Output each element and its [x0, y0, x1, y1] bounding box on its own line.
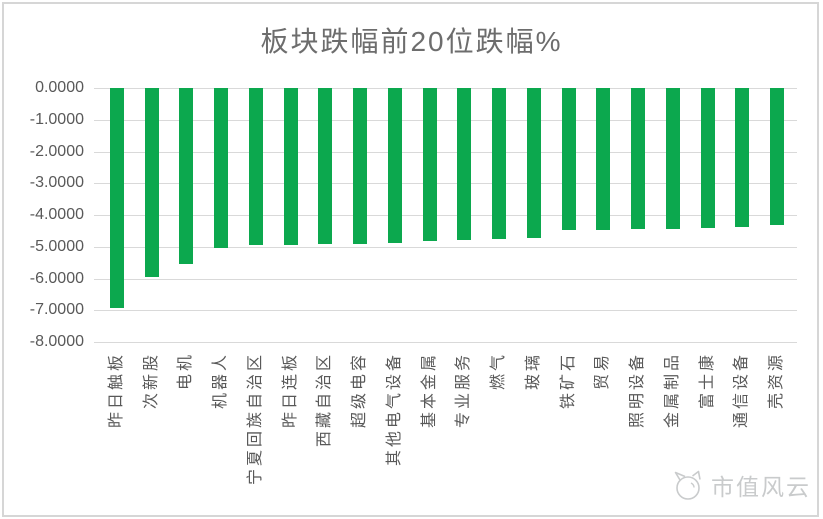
bar-机器人 [214, 88, 228, 248]
bar-基本金属 [423, 88, 437, 241]
x-axis-category-label: 燃气 [490, 352, 507, 391]
bar-专业服务 [457, 88, 471, 240]
x-axis-category-label: 次新股 [143, 352, 160, 410]
bar-通信设备 [735, 88, 749, 227]
bar-壳资源 [770, 88, 784, 225]
brand-mascot-icon [674, 470, 701, 500]
watermark-text: 市值风云 [711, 474, 811, 500]
bar-西藏自治区 [318, 88, 332, 244]
bar-金属制品 [666, 88, 680, 229]
bar-照明设备 [631, 88, 645, 229]
x-axis-category-label: 基本金属 [421, 352, 438, 429]
bar-玻璃 [527, 88, 541, 238]
x-axis-category-label: 西藏自治区 [316, 352, 333, 448]
y-axis-tick-label: -8.0000 [29, 333, 84, 350]
x-axis-category-label: 其他电气设备 [386, 352, 403, 467]
gridline [94, 310, 797, 311]
bar-电机 [179, 88, 193, 264]
gridline [94, 183, 797, 184]
bar-昨日触板 [110, 88, 124, 308]
bar-贸易 [596, 88, 610, 230]
y-axis-tick-label: -3.0000 [29, 174, 84, 191]
x-axis-category-label: 昨日触板 [108, 352, 125, 429]
bar-昨日连板 [284, 88, 298, 245]
x-axis-category-label: 昨日连板 [282, 352, 299, 429]
bar-次新股 [145, 88, 159, 277]
watermark: 市值风云 [671, 468, 811, 502]
x-axis-category-label: 铁矿石 [560, 352, 577, 410]
x-axis-category-label: 贸易 [594, 352, 611, 391]
gridline [94, 88, 797, 89]
y-axis-tick-label: -6.0000 [29, 270, 84, 287]
y-axis-tick-label: -4.0000 [29, 206, 84, 223]
gridline [94, 342, 797, 343]
y-axis-tick-label: -7.0000 [29, 301, 84, 318]
y-axis-tick-label: -2.0000 [29, 143, 84, 160]
bar-燃气 [492, 88, 506, 239]
gridline [94, 279, 797, 280]
bar-宁夏回族自治区 [249, 88, 263, 245]
bar-其他电气设备 [388, 88, 402, 243]
gridline [94, 215, 797, 216]
y-axis-tick-label: -1.0000 [29, 111, 84, 128]
y-axis-tick-label: -5.0000 [29, 238, 84, 255]
x-axis-category-label: 专业服务 [455, 352, 472, 429]
x-axis-category-label: 宁夏回族自治区 [247, 352, 264, 486]
gridline [94, 247, 797, 248]
gridline [94, 152, 797, 153]
x-axis-category-label: 玻璃 [525, 352, 542, 391]
y-axis-tick-label: 0.0000 [35, 79, 84, 96]
bar-超级电容 [353, 88, 367, 244]
chart-title: 板块跌幅前20位跌幅% [260, 26, 563, 57]
bar-铁矿石 [562, 88, 576, 230]
x-axis-category-label: 超级电容 [351, 352, 368, 429]
x-axis-category-label: 机器人 [212, 352, 229, 410]
gridline [94, 120, 797, 121]
x-axis-category-label: 照明设备 [629, 352, 646, 429]
x-axis-category-label: 电机 [177, 352, 194, 391]
bar-富士康 [701, 88, 715, 228]
